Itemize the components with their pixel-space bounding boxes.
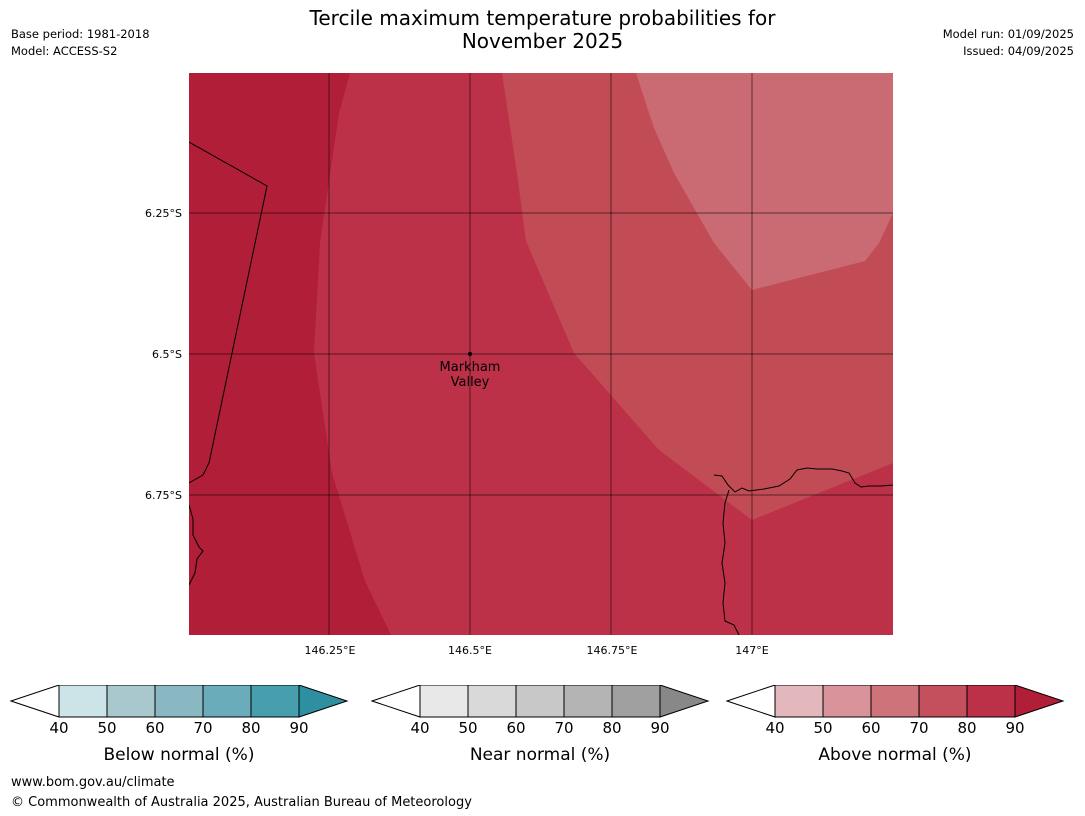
cbar-above-tick-90: 90 [1005,719,1025,737]
cbar-near-bin-60 [515,685,565,718]
lon-label-147: 147°E [735,644,769,657]
cbar-near-max-arrow [659,685,710,718]
cbar-below-label: Below normal (%) [103,745,255,765]
place-label-line-2: Valley [450,375,490,390]
footer-url[interactable]: www.bom.gov.au/climate [11,775,175,790]
lon-label-146-75: 146.75°E [586,644,638,657]
title-line-1: Tercile maximum temperature probabilitie… [309,6,776,30]
cbar-near-bin-40 [419,685,469,718]
cbar-near-bin-80 [611,685,661,718]
cbar-above-tick-40: 40 [765,719,785,737]
cbar-below-tick-40: 40 [49,719,69,737]
cbar-below-tick-50: 50 [97,719,117,737]
cbar-above-bin-40 [774,685,824,718]
cbar-near-tick-80: 80 [602,719,622,737]
cbar-below-tick-60: 60 [145,719,165,737]
province-boundary [189,141,268,484]
cbar-above-label: Above normal (%) [818,745,972,765]
cbar-above-bin-80 [966,685,1016,718]
meta-right: Model run: 01/09/2025 Issued: 04/09/2025 [943,26,1074,60]
place-label-line-1: Markham [439,360,501,375]
cbar-near-label: Near normal (%) [469,745,611,765]
coastline-west [189,504,204,586]
cbar-near-tick-40: 40 [410,719,430,737]
cbar-near-tick-60: 60 [506,719,526,737]
band-60-region [636,73,893,290]
lon-label-146-25: 146.25°E [304,644,356,657]
cbar-below-tick-90: 90 [289,719,309,737]
model-name: Model: ACCESS-S2 [11,44,118,58]
cbar-near-bin-70 [563,685,613,718]
cbar-below-min-arrow [10,685,60,718]
cbar-near-min-arrow [371,685,421,718]
colorbar-above-normal [726,685,1065,718]
issued-date: Issued: 04/09/2025 [963,44,1074,58]
chart-title: Tercile maximum temperature probabilitie… [0,7,1085,53]
cbar-above-bin-70 [918,685,968,718]
cbar-above-bin-60 [870,685,920,718]
graticule [189,73,893,635]
footer-copyright: © Commonwealth of Australia 2025, Austra… [11,795,472,810]
cbar-above-min-arrow [726,685,776,718]
lat-label-6-75: 6.75°S [145,489,182,502]
cbar-near-tick-70: 70 [554,719,574,737]
cbar-above-tick-70: 70 [909,719,929,737]
meta-left: Base period: 1981-2018 Model: ACCESS-S2 [11,26,150,60]
title-line-2: November 2025 [461,29,624,53]
cbar-below-bin-50 [106,685,156,718]
cbar-above-bin-50 [822,685,872,718]
cbar-below-bin-80 [250,685,300,718]
cbar-below-max-arrow [298,685,349,718]
coastline-east [721,489,740,635]
cbar-near-tick-90: 90 [650,719,670,737]
colorbar-below-normal [10,685,349,718]
probability-map [189,73,893,635]
coastline-huon-gulf [713,467,893,493]
cbar-above-max-arrow [1014,685,1065,718]
cbar-near-tick-50: 50 [458,719,478,737]
cbar-below-bin-60 [154,685,204,718]
place-label: Markham Valley [410,360,530,390]
cbar-near-bin-50 [467,685,517,718]
lon-label-146-5: 146.5°E [448,644,492,657]
lat-label-6-5: 6.5°S [152,348,182,361]
cbar-above-tick-50: 50 [813,719,833,737]
map-panel[interactable] [189,73,893,635]
base-period: Base period: 1981-2018 [11,27,150,41]
cbar-above-tick-80: 80 [957,719,977,737]
cbar-below-bin-40 [58,685,108,718]
cbar-above-tick-60: 60 [861,719,881,737]
cbar-below-tick-80: 80 [241,719,261,737]
lat-label-6-25: 6.25°S [145,207,182,220]
cbar-below-bin-70 [202,685,252,718]
colorbar-near-normal [371,685,710,718]
model-run: Model run: 01/09/2025 [942,27,1074,41]
cbar-below-tick-70: 70 [193,719,213,737]
markham-valley-marker[interactable] [468,352,472,356]
